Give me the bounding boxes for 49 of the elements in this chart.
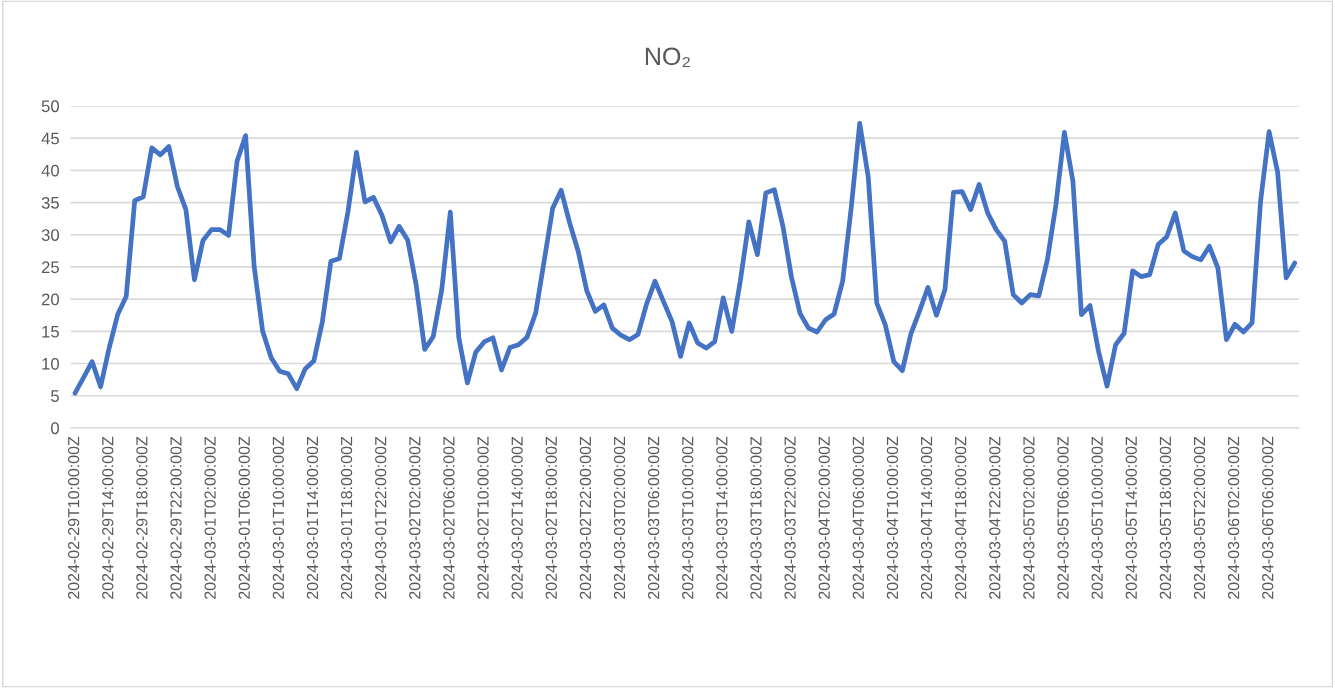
x-tick-label: 2024-03-03T14:00:00Z bbox=[716, 436, 728, 599]
x-tick-label: 2024-03-05T10:00:00Z bbox=[1091, 436, 1103, 599]
x-tick-label: 2024-03-03T06:00:00Z bbox=[647, 436, 660, 599]
y-tick-label: 35 bbox=[41, 196, 59, 209]
y-tick-label: 40 bbox=[41, 164, 59, 177]
x-tick-label: 2024-03-01T02:00:00Z bbox=[204, 436, 216, 599]
y-tick-label: 0 bbox=[51, 422, 59, 435]
chart-title: NO₂ bbox=[645, 47, 690, 68]
x-tick-label: 2024-02-29T18:00:00Z bbox=[136, 436, 148, 599]
x-tick-label: 2024-03-05T18:00:00Z bbox=[1159, 436, 1172, 599]
x-tick-label: 2024-03-01T18:00:00Z bbox=[340, 436, 353, 599]
x-tick-label: 2024-03-04T06:00:00Z bbox=[852, 436, 864, 599]
y-tick-label: 5 bbox=[51, 390, 59, 402]
x-tick-label: 2024-02-29T22:00:00Z bbox=[170, 436, 182, 599]
x-tick-label: 2024-03-04T22:00:00Z bbox=[989, 436, 1001, 599]
x-tick-label: 2024-03-03T02:00:00Z bbox=[613, 436, 626, 599]
x-tick-label: 2024-03-02T14:00:00Z bbox=[511, 436, 523, 599]
x-tick-label: 2024-03-02T10:00:00Z bbox=[477, 436, 489, 599]
x-tick-label: 2024-03-01T06:00:00Z bbox=[238, 436, 250, 599]
x-tick-label: 2024-03-06T02:00:00Z bbox=[1227, 436, 1240, 599]
x-tick-label: 2024-03-05T14:00:00Z bbox=[1125, 436, 1137, 599]
y-tick-label: 20 bbox=[41, 293, 59, 306]
x-tick-label: 2024-03-01T14:00:00Z bbox=[306, 436, 319, 599]
y-tick-label: 30 bbox=[41, 229, 59, 241]
y-tick-label: 45 bbox=[41, 132, 59, 145]
x-tick-label: 2024-03-03T18:00:00Z bbox=[750, 436, 762, 599]
line-series bbox=[72, 120, 1298, 396]
x-tick-label: 2024-03-02T22:00:00Z bbox=[579, 436, 592, 599]
x-tick-label: 2024-03-04T14:00:00Z bbox=[920, 436, 933, 599]
x-tick-label: 2024-03-04T10:00:00Z bbox=[886, 436, 899, 599]
x-tick-label: 2024-03-05T22:00:00Z bbox=[1193, 436, 1206, 599]
x-tick-label: 2024-03-02T06:00:00Z bbox=[443, 436, 455, 599]
x-tick-label: 2024-03-02T18:00:00Z bbox=[545, 436, 557, 599]
y-tick-label: 50 bbox=[41, 100, 59, 113]
x-tick-label: 2024-03-01T22:00:00Z bbox=[375, 436, 387, 599]
x-tick-label: 2024-03-05T06:00:00Z bbox=[1057, 436, 1069, 599]
x-tick-label: 2024-02-29T14:00:00Z bbox=[102, 436, 114, 599]
x-tick-label: 2024-03-06T06:00:00Z bbox=[1262, 436, 1274, 599]
x-tick-label: 2024-02-29T10:00:00Z bbox=[68, 436, 80, 599]
y-tick-label: 25 bbox=[41, 261, 59, 274]
x-tick-label: 2024-03-02T02:00:00Z bbox=[409, 436, 421, 599]
x-tick-label: 2024-03-04T18:00:00Z bbox=[955, 436, 967, 599]
y-tick-label: 10 bbox=[42, 357, 59, 370]
x-tick-label: 2024-03-01T10:00:00Z bbox=[272, 436, 285, 599]
y-tick-label: 15 bbox=[42, 325, 59, 338]
x-tick-label: 2024-03-04T02:00:00Z bbox=[818, 436, 830, 599]
x-tick-label: 2024-03-03T10:00:00Z bbox=[682, 436, 694, 599]
x-tick-label: 2024-03-05T02:00:00Z bbox=[1023, 436, 1035, 599]
x-tick-label: 2024-03-03T22:00:00Z bbox=[784, 436, 796, 599]
